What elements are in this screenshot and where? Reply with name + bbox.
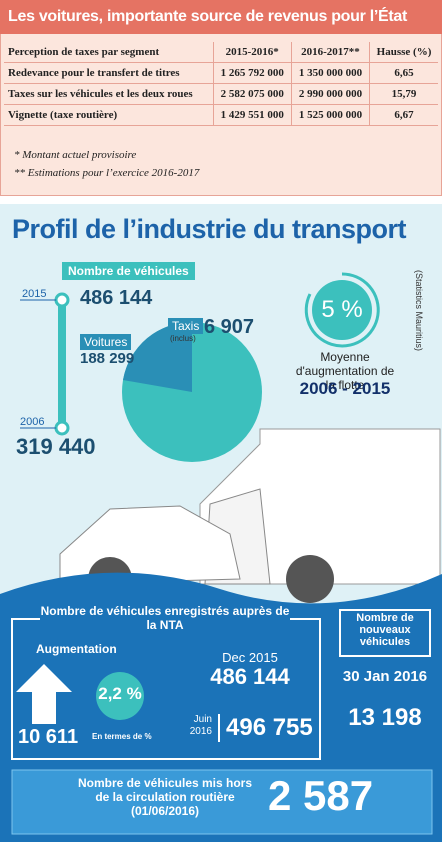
table-cell: Hausse (%): [369, 42, 438, 63]
percent-circle: [96, 672, 144, 720]
table-cell: 2 582 075 000: [213, 83, 292, 105]
label: En termes de %: [92, 732, 152, 741]
pie-slice: [123, 322, 192, 392]
table-cell: Vignette (taxe routière): [4, 104, 214, 126]
new-title: Nombre de nouveaux véhicules: [356, 612, 414, 648]
table-row: Taxes sur les véhicules et les deux roue…: [4, 83, 438, 105]
table-cell: 1 429 551 000: [213, 104, 292, 126]
count: 486 144: [210, 664, 290, 689]
notes: * Montant actuel provisoire ** Estimatio…: [14, 146, 199, 182]
table-row: Perception de taxes par segment 2015-2016…: [4, 42, 438, 63]
removed-count: 2 587: [268, 772, 374, 819]
percent: 2,2 %: [98, 684, 142, 703]
timeline-bar: [58, 300, 66, 428]
table-row: Redevance pour le transfert de titres 1 2…: [4, 62, 438, 84]
date: 30 Jan 2016: [342, 668, 428, 685]
cars-label: Voitures: [80, 334, 132, 350]
table-cell: 1 350 000 000: [291, 62, 371, 84]
date: Juin 2016: [189, 714, 212, 737]
illustrations: [0, 272, 442, 842]
removed-box: [11, 769, 433, 835]
percent-circle: [312, 280, 372, 340]
note: * Montant actuel provisoire: [14, 149, 137, 161]
table-cell: 6,67: [369, 104, 438, 126]
note: ** Estimations pour l’exercice 2016-2017: [14, 167, 200, 179]
table-cell: 1 525 000 000: [291, 104, 371, 126]
timeline-dot: [54, 420, 70, 436]
count: 10 611: [18, 726, 79, 748]
table-title: Les voitures, importante source de reven…: [0, 0, 442, 34]
table-cell: 2015-2016*: [213, 42, 292, 63]
table-cell: Redevance pour le transfert de titres: [4, 62, 214, 84]
table-cell: 6,65: [369, 62, 438, 84]
fleet-caption: Moyenne d'augmentation de la flotte: [295, 350, 395, 392]
nta-title: Nombre de véhicules enregistrés auprès d…: [40, 604, 290, 632]
table-cell: 2016-2017**: [291, 42, 371, 63]
taxis-note: (inclus): [170, 334, 196, 343]
table-row: Vignette (taxe routière) 1 429 551 000 1 5…: [4, 104, 438, 126]
count: 13 198: [348, 704, 422, 731]
year: 2015: [22, 288, 47, 300]
fleet-percent: 5 %: [321, 296, 363, 323]
new-box: [339, 609, 431, 657]
fleet-period: 2006 - 2015: [299, 379, 391, 398]
cars-count: 188 299: [80, 350, 135, 367]
label: Augmentation: [36, 642, 117, 656]
timeline-dot: [54, 292, 70, 308]
taxis-count: 6 907: [204, 316, 255, 338]
count: 319 440: [16, 434, 96, 459]
infographic-title: Profil de l’industrie du transport: [12, 214, 407, 244]
removed-title: Nombre de véhicules mis hors de la circu…: [77, 776, 253, 818]
arrow: [16, 664, 72, 724]
table-cell: 2 990 000 000: [291, 83, 371, 105]
table-cell: 15,79: [369, 83, 438, 105]
table-cell: Taxes sur les véhicules et les deux roue…: [4, 83, 214, 105]
table-cell: 1 265 792 000: [213, 62, 292, 84]
table-cell: Perception de taxes par segment: [4, 42, 214, 63]
vehicles-label: Nombre de véhicules: [62, 262, 195, 280]
wheel: [286, 555, 334, 603]
year: 2006: [20, 416, 45, 428]
taxis-label: Taxis: [168, 318, 204, 334]
count: 496 755: [218, 714, 313, 742]
date: Dec 2015: [222, 650, 278, 665]
revenue-table: Perception de taxes par segment 2015-2016…: [4, 42, 438, 126]
arc: [304, 272, 380, 348]
count: 486 144: [80, 287, 153, 309]
